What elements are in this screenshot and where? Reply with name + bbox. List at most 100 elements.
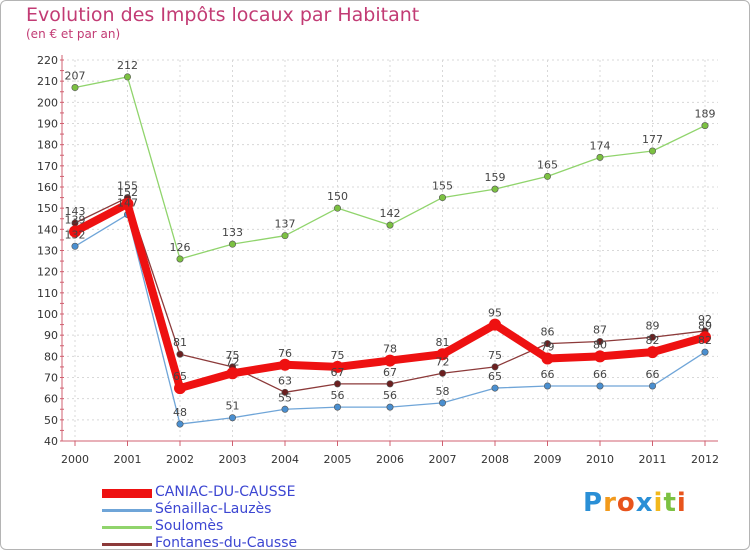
data-point: [491, 363, 499, 371]
data-point: [648, 382, 656, 390]
y-tick-label: 170: [37, 160, 58, 173]
data-point: [226, 367, 239, 380]
x-tick-label: 2002: [166, 453, 194, 466]
y-tick-label: 190: [37, 118, 58, 131]
data-point: [491, 185, 499, 193]
y-tick-label: 100: [37, 308, 58, 321]
legend-swatch-senaillac: [102, 508, 152, 512]
data-label: 86: [541, 326, 555, 339]
data-label: 139: [65, 213, 86, 226]
data-label: 75: [331, 349, 345, 362]
data-point: [596, 153, 604, 161]
data-label: 72: [436, 355, 450, 368]
data-point: [229, 414, 237, 422]
data-point: [436, 348, 449, 361]
data-point: [386, 403, 394, 411]
legend-swatch-soulomes: [102, 525, 152, 529]
data-label: 66: [646, 368, 660, 381]
data-label: 147: [117, 197, 138, 210]
y-tick-label: 80: [44, 350, 58, 363]
legend-item-caniac[interactable]: CANIAC-DU-CAUSSE: [102, 484, 362, 501]
y-tick-label: 200: [37, 96, 58, 109]
data-label: 58: [436, 385, 450, 398]
legend-label-soulomes: Soulomès: [155, 518, 224, 534]
data-point: [386, 221, 394, 229]
x-tick-label: 2003: [219, 453, 247, 466]
data-label: 177: [642, 133, 663, 146]
data-point: [174, 382, 186, 395]
data-label: 89: [698, 319, 712, 332]
data-label: 65: [173, 370, 187, 383]
data-point: [333, 403, 341, 411]
data-label: 189: [695, 108, 716, 121]
data-point: [594, 350, 606, 363]
data-point: [596, 338, 604, 346]
x-tick-label: 2012: [691, 453, 719, 466]
y-tick-label: 70: [44, 372, 58, 385]
x-tick-label: 2006: [376, 453, 404, 466]
legend-label-caniac: CANIAC-DU-CAUSSE: [155, 484, 296, 500]
data-label: 143: [65, 205, 86, 218]
proxiti-logo: Proxiti: [583, 488, 687, 518]
data-point: [71, 242, 79, 250]
data-point: [384, 354, 396, 367]
data-label: 63: [278, 374, 292, 387]
y-tick-label: 50: [44, 414, 58, 427]
y-tick-label: 40: [44, 435, 58, 448]
chart-title: Evolution des Impôts locaux par Habitant: [26, 4, 420, 26]
data-point: [489, 318, 501, 331]
x-tick-label: 2011: [639, 453, 667, 466]
legend-item-senaillac[interactable]: Sénaillac-Lauzès: [102, 501, 362, 518]
data-point: [121, 197, 134, 210]
y-tick-label: 120: [37, 266, 58, 279]
legend-item-fontanes[interactable]: Fontanes-du-Causse: [102, 535, 362, 552]
data-label: 67: [383, 366, 397, 379]
y-tick-label: 210: [37, 75, 58, 88]
data-point: [543, 172, 551, 180]
data-label: 80: [593, 338, 607, 351]
data-point: [124, 73, 132, 81]
legend-item-soulomes[interactable]: Soulomès: [102, 518, 362, 535]
data-label: 65: [488, 370, 502, 383]
chart-subtitle: (en € et par an): [26, 27, 121, 41]
data-label: 79: [541, 340, 555, 353]
y-tick-label: 130: [37, 245, 58, 258]
data-label: 92: [698, 313, 712, 326]
y-tick-label: 150: [37, 202, 58, 215]
legend: CANIAC-DU-CAUSSE Sénaillac-Lauzès Soulom…: [102, 484, 362, 552]
data-point: [176, 350, 184, 358]
data-label: 207: [65, 70, 86, 83]
y-tick-label: 110: [37, 287, 58, 300]
logo-letter: i: [676, 488, 687, 518]
legend-swatch-caniac: [102, 488, 152, 498]
logo-letter: P: [583, 488, 604, 518]
x-tick-label: 2000: [61, 453, 89, 466]
data-point: [648, 147, 656, 155]
data-label: 95: [488, 307, 502, 320]
data-point: [333, 204, 341, 212]
data-label: 76: [278, 347, 292, 360]
legend-swatch-fontanes: [102, 542, 152, 546]
data-point: [701, 122, 709, 130]
data-label: 82: [646, 334, 660, 347]
data-point: [438, 369, 446, 377]
data-label: 174: [590, 139, 611, 152]
data-label: 155: [432, 180, 453, 193]
data-point: [279, 358, 291, 371]
data-label: 51: [226, 400, 240, 413]
logo-letter: x: [635, 488, 654, 518]
y-tick-label: 220: [37, 54, 58, 67]
data-label: 82: [698, 334, 712, 347]
x-tick-label: 2009: [534, 453, 562, 466]
data-label: 142: [380, 207, 401, 220]
data-point: [386, 380, 394, 388]
data-label: 133: [222, 226, 243, 239]
data-point: [438, 194, 446, 202]
data-label: 75: [488, 349, 502, 362]
x-tick-label: 2008: [481, 453, 509, 466]
data-label: 56: [383, 389, 397, 402]
y-tick-label: 60: [44, 393, 58, 406]
data-point: [281, 405, 289, 413]
data-point: [596, 382, 604, 390]
x-tick-label: 2007: [429, 453, 457, 466]
